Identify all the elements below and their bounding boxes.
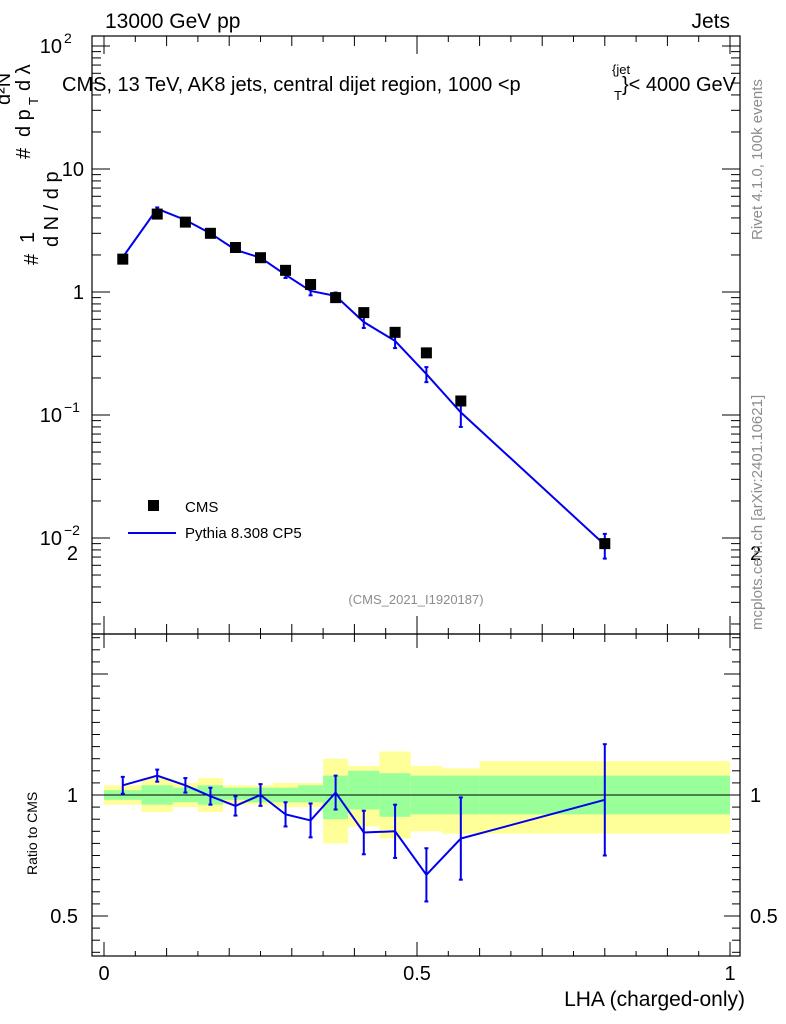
x-tick-label: 1 [724,963,735,985]
plot-title-sup: {jet [612,62,630,77]
y-tick-label: 10 [40,528,62,550]
cms-data-point [455,395,467,407]
rivet-version: Rivet 4.1.0, 100k events [749,79,766,240]
main-frame [91,35,741,635]
cms-data-point [420,347,432,359]
svg-text:#: # [13,147,35,159]
legend-data-label: CMS [185,499,218,516]
x-axis-label: LHA (charged-only) [564,988,745,1011]
cms-data-point [358,307,370,319]
legend-data-marker [148,500,159,511]
y-tick-label: 10 [40,405,62,427]
x-tick-label: 0 [98,963,109,985]
ratio-plot-layer [92,743,740,903]
plot-title: CMS, 13 TeV, AK8 jets, central dijet reg… [62,62,737,103]
ratio-y-tick-label-right: 1 [750,785,761,807]
cms-data-point [151,208,163,220]
svg-text:d²N: d²N [0,73,15,105]
x-tick-label: 0.5 [403,963,431,985]
ratio-y-tick-label: 0.5 [50,906,78,928]
cms-data-point [330,292,342,304]
y-tick-label-exponent: 2 [64,30,72,46]
cms-data-point [305,279,317,291]
ratio-band-inner [298,785,324,803]
y-tick-label: 10 [40,36,62,58]
svg-text:1: 1 [17,232,39,243]
cms-data-point [280,264,292,276]
ratio-y-tick-label-right: 0.5 [750,906,778,928]
ratio-y-tick-label: 1 [67,785,78,807]
analysis-id: (CMS_2021_I1920187) [348,592,483,607]
svg-text:T: T [26,97,41,105]
cms-data-point [204,227,216,239]
svg-text:d p: d p [13,109,35,137]
ratio-mc-line [122,774,606,877]
svg-text:d N / d p: d N / d p [41,171,63,247]
svg-text:d λ: d λ [13,64,35,91]
mc-line [121,207,606,546]
cms-data-point [117,253,129,265]
mcplots-reference: mcplots.cern.ch [arXiv:2401.10621] [749,395,766,630]
y-tick-label: 1 [73,282,84,304]
ratio-band-inner [348,770,380,810]
plot-title-sub: T [614,88,622,103]
cms-data-point [255,252,266,264]
legend-mc-label: Pythia 8.308 CP5 [185,525,302,542]
y-tick-label-exponent: −1 [64,399,80,415]
y-tick-label: 10 [62,159,84,181]
svg-text:#: # [21,253,43,265]
main-y-axis-label: # 1 d N / d p # d p T d λ d²N [0,64,63,265]
header-left: 13000 GeV pp [105,10,240,33]
cms-data-point [599,538,611,550]
plot-title-main: CMS, 13 TeV, AK8 jets, central dijet reg… [62,74,521,96]
ratio-y-tick-label-right: 2 [750,543,761,565]
ratio-y-axis-label: Ratio to CMS [24,792,40,875]
ratio-y-tick-label: 2 [67,543,78,565]
main-plot-layer [117,206,611,560]
cms-data-point [229,242,241,254]
legend: CMS Pythia 8.308 CP5 [128,499,302,542]
ratio-band-inner [222,787,248,800]
ratio-frame [91,633,741,957]
plot-title-end: }< 4000 GeV [622,74,737,96]
cms-data-point [389,326,401,338]
ratio-uncertainty-bands [104,751,730,844]
y-tick-label-exponent: −2 [64,522,80,538]
cms-data-point [179,216,191,228]
header-right: Jets [691,10,730,33]
